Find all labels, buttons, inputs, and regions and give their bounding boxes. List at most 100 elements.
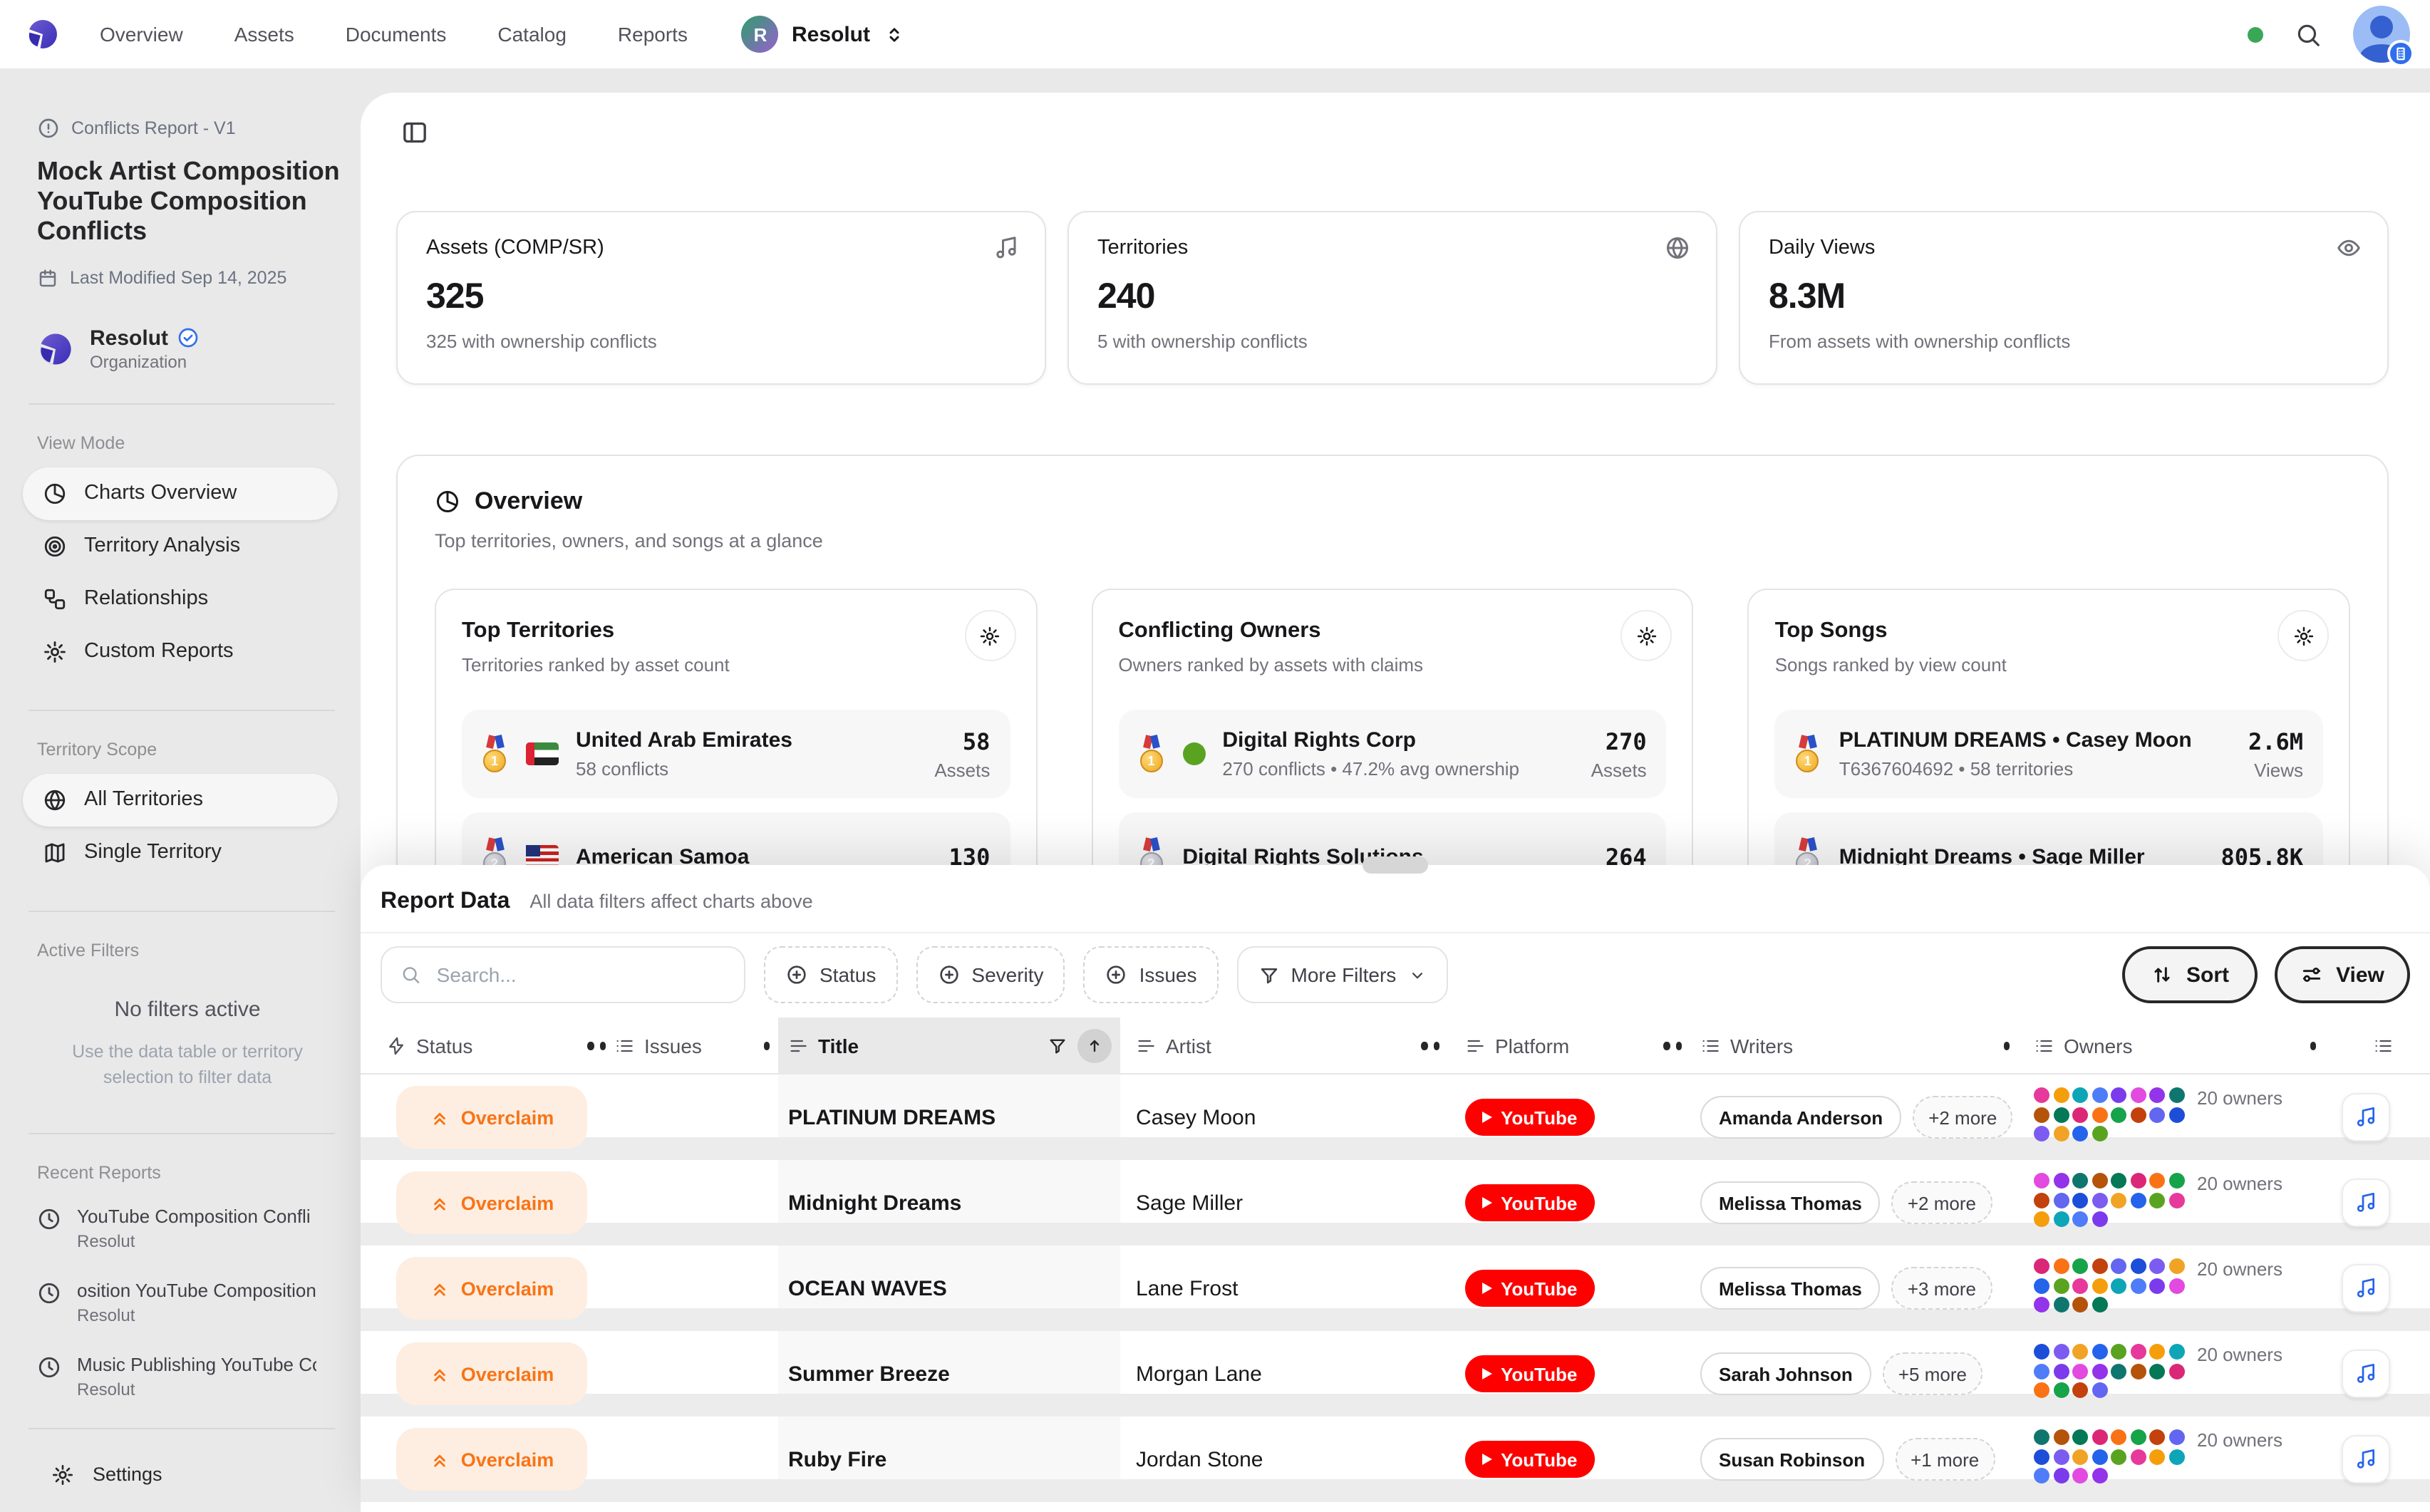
column-header-status[interactable]: Status <box>386 1018 614 1075</box>
text-icon <box>1465 1036 1485 1056</box>
writer-chip[interactable]: Amanda Anderson <box>1700 1096 1901 1139</box>
column-header-artist[interactable]: Artist <box>1120 1018 1448 1075</box>
view-mode-label: View Mode <box>37 433 338 452</box>
report-title: Mock Artist Composition YouTube Composit… <box>37 157 358 247</box>
alert-circle-icon <box>37 117 60 140</box>
asset-note-button[interactable] <box>2342 1264 2390 1312</box>
status-badge[interactable]: Overclaim <box>396 1171 587 1234</box>
column-drag-dots[interactable] <box>587 1042 606 1050</box>
chevrons-up-icon <box>430 1449 451 1470</box>
workspace-avatar: R <box>742 16 779 53</box>
clock-icon <box>37 1281 61 1305</box>
table-row[interactable]: Overclaim PLATINUM DREAMS Casey Moon You… <box>361 1075 2430 1160</box>
column-drag-dots[interactable] <box>1663 1042 1682 1050</box>
play-icon <box>1482 1283 1492 1294</box>
verified-icon <box>177 326 200 349</box>
sidebar-item-all-territories[interactable]: All Territories <box>23 773 338 826</box>
table-row[interactable]: Overclaim Summer Breeze Morgan Lane YouT… <box>361 1331 2430 1417</box>
status-badge[interactable]: Overclaim <box>396 1086 587 1149</box>
filter-chip-status[interactable]: Status <box>764 946 897 1003</box>
writer-chip[interactable]: Susan Robinson <box>1700 1438 1883 1481</box>
writers-more-chip[interactable]: +5 more <box>1883 1352 1982 1395</box>
youtube-platform-badge: YouTube <box>1465 1270 1594 1307</box>
search-icon[interactable] <box>2295 21 2322 48</box>
column-drag-dots[interactable] <box>2310 1042 2316 1050</box>
recent-report-item[interactable]: YouTube Composition Confli Resolut <box>37 1206 338 1251</box>
column-drag-dots[interactable] <box>1421 1042 1439 1050</box>
chevrons-up-icon <box>430 1363 451 1384</box>
divider <box>29 1428 335 1429</box>
workspace-switcher[interactable]: R Resolut <box>742 16 904 53</box>
nav-item-reports[interactable]: Reports <box>618 23 688 46</box>
status-badge[interactable]: Overclaim <box>396 1342 587 1405</box>
asset-note-button[interactable] <box>2342 1179 2390 1227</box>
organization-block[interactable]: Resolut Organization <box>37 326 338 371</box>
recent-report-item[interactable]: Music Publishing YouTube Co Resolut <box>37 1354 338 1399</box>
writers-more-chip[interactable]: +1 more <box>1895 1438 1995 1481</box>
sidebar-item-single-territory[interactable]: Single Territory <box>23 826 338 879</box>
user-avatar[interactable] <box>2353 6 2410 63</box>
more-filters-button[interactable]: More Filters <box>1237 946 1448 1003</box>
nav-item-documents[interactable]: Documents <box>346 23 447 46</box>
funnel-icon[interactable] <box>1048 1036 1067 1056</box>
recent-report-item[interactable]: osition YouTube Composition Resolut <box>37 1280 338 1325</box>
panel-settings-button[interactable] <box>964 610 1015 661</box>
nav-item-overview[interactable]: Overview <box>100 23 183 46</box>
filter-chip-issues[interactable]: Issues <box>1084 946 1219 1003</box>
writers-more-chip[interactable]: +2 more <box>1892 1181 1992 1224</box>
sort-button[interactable]: Sort <box>2122 946 2258 1003</box>
writers-more-chip[interactable]: +2 more <box>1913 1096 2012 1139</box>
owners-cell: 20 owners <box>2018 1171 2325 1234</box>
asset-note-button[interactable] <box>2342 1093 2390 1141</box>
search-input[interactable] <box>434 962 725 988</box>
column-header-actions[interactable] <box>2325 1018 2401 1075</box>
owners-cell: 20 owners <box>2018 1257 2325 1320</box>
settings-button[interactable]: Settings <box>51 1464 338 1486</box>
status-badge[interactable]: Overclaim <box>396 1257 587 1320</box>
table-row[interactable]: Overclaim Ruby Fire Jordan Stone YouTube… <box>361 1417 2430 1502</box>
ranked-row[interactable]: 1 United Arab Emirates 58 conflicts 58 A… <box>462 710 1010 798</box>
ranked-row[interactable]: 1 Digital Rights Corp 270 conflicts • 47… <box>1118 710 1666 798</box>
sidebar-item-relationships[interactable]: Relationships <box>23 572 338 625</box>
nav-item-catalog[interactable]: Catalog <box>497 23 567 46</box>
play-icon <box>1482 1197 1492 1208</box>
search-input-wrap[interactable] <box>381 946 745 1003</box>
drag-handle[interactable] <box>1363 856 1428 874</box>
status-badge[interactable]: Overclaim <box>396 1428 587 1491</box>
title-cell: Midnight Dreams <box>778 1160 1120 1246</box>
sidebar-item-charts-overview[interactable]: Charts Overview <box>23 467 338 519</box>
ranked-row[interactable]: 1 PLATINUM DREAMS • Casey Moon T63676046… <box>1775 710 2323 798</box>
column-header-platform[interactable]: Platform <box>1448 1018 1690 1075</box>
title-cell: Summer Breeze <box>778 1331 1120 1417</box>
youtube-platform-badge: YouTube <box>1465 1441 1594 1478</box>
eye-icon <box>2336 235 2362 261</box>
writer-chip[interactable]: Melissa Thomas <box>1700 1267 1881 1310</box>
writer-chip[interactable]: Sarah Johnson <box>1700 1352 1871 1395</box>
sort-asc-indicator[interactable] <box>1077 1029 1112 1063</box>
asset-note-button[interactable] <box>2342 1350 2390 1398</box>
clock-icon <box>37 1355 61 1379</box>
chevron-down-icon <box>1407 965 1426 984</box>
view-button[interactable]: View <box>2275 946 2410 1003</box>
asset-note-button[interactable] <box>2342 1435 2390 1483</box>
writer-chip[interactable]: Melissa Thomas <box>1700 1181 1881 1224</box>
sidebar-item-territory-analysis[interactable]: Territory Analysis <box>23 519 338 572</box>
column-drag-dots[interactable] <box>2003 1042 2010 1050</box>
column-header-owners[interactable]: Owners <box>2018 1018 2325 1075</box>
column-drag-dots[interactable] <box>763 1042 770 1050</box>
app-logo-icon[interactable] <box>26 17 60 51</box>
gear-icon <box>1636 625 1658 646</box>
nav-item-assets[interactable]: Assets <box>234 23 294 46</box>
sidebar-item-custom-reports[interactable]: Custom Reports <box>23 625 338 678</box>
table-body: Overclaim PLATINUM DREAMS Casey Moon You… <box>361 1075 2430 1502</box>
writers-more-chip[interactable]: +3 more <box>1892 1267 1992 1310</box>
panel-settings-button[interactable] <box>2278 610 2329 661</box>
column-header-issues[interactable]: Issues <box>614 1018 778 1075</box>
table-row[interactable]: Overclaim OCEAN WAVES Lane Frost YouTube… <box>361 1246 2430 1331</box>
column-header-writers[interactable]: Writers <box>1690 1018 2018 1075</box>
panel-toggle-icon[interactable] <box>400 118 429 147</box>
column-header-title[interactable]: Title <box>778 1018 1120 1075</box>
table-row[interactable]: Overclaim Midnight Dreams Sage Miller Yo… <box>361 1160 2430 1246</box>
app-root: Overview Assets Documents Catalog Report… <box>0 0 2430 1512</box>
filter-chip-severity[interactable]: Severity <box>916 946 1065 1003</box>
